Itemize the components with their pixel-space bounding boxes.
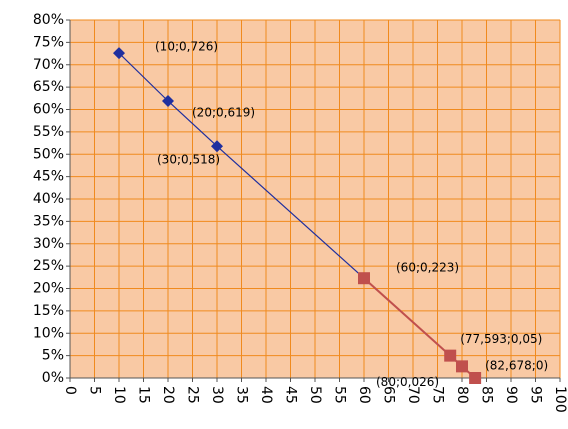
y-tick-label: 5% <box>42 348 64 364</box>
x-tick-label: 95 <box>528 386 544 404</box>
y-tick-label: 80% <box>33 12 64 28</box>
x-tick-label: 5 <box>87 386 103 395</box>
x-tick-label: 15 <box>136 386 152 404</box>
data-label: (60;0,223) <box>396 261 459 275</box>
x-tick-label: 90 <box>503 386 519 404</box>
y-tick-label: 65% <box>33 79 64 95</box>
point <box>162 94 174 107</box>
y-tick-label: 50% <box>33 146 64 162</box>
y-tick-label: 55% <box>33 124 64 140</box>
x-tick-label: 25 <box>185 386 201 404</box>
data-label: (30;0,518) <box>157 153 220 167</box>
x-tick-label: 65 <box>381 386 397 404</box>
data-label: (77,593;0,05) <box>460 332 542 346</box>
y-tick-label: 20% <box>33 281 64 297</box>
x-tick-label: 70 <box>405 386 421 404</box>
x-tick-label: 75 <box>430 386 446 404</box>
x-tick-label: 50 <box>307 386 323 404</box>
point <box>444 349 457 362</box>
y-tick-label: 0% <box>42 370 64 386</box>
x-tick-label: 35 <box>234 386 250 404</box>
data-label: (80;0,026) <box>376 375 439 389</box>
y-tick-label: 30% <box>33 236 64 252</box>
x-tick-label: 10 <box>111 386 127 404</box>
x-tick-label: 0 <box>62 386 78 395</box>
y-tick-label: 60% <box>33 102 64 118</box>
y-tick-label: 15% <box>33 303 64 319</box>
x-tick-label: 100 <box>552 386 568 413</box>
y-tick-label: 10% <box>33 325 64 341</box>
point <box>211 140 223 153</box>
data-label: (82,678;0) <box>485 359 548 373</box>
y-tick-label: 35% <box>33 213 64 229</box>
x-tick-label: 55 <box>332 386 348 404</box>
y-tick-label: 70% <box>33 57 64 73</box>
y-tick-label: 75% <box>33 34 64 50</box>
data-label: (10;0,726) <box>155 40 218 54</box>
y-tick-label: 25% <box>33 258 64 274</box>
x-tick-label: 45 <box>283 386 299 404</box>
x-tick-label: 20 <box>160 386 176 404</box>
x-tick-label: 40 <box>258 386 274 404</box>
y-tick-label: 45% <box>33 169 64 185</box>
x-tick-label: 80 <box>454 386 470 404</box>
series-line <box>118 52 365 279</box>
point <box>469 372 482 384</box>
point <box>456 360 468 373</box>
x-tick-label: 85 <box>479 386 495 404</box>
data-label: (20;0,619) <box>192 105 255 119</box>
x-tick-label: 60 <box>356 386 372 404</box>
y-tick-label: 40% <box>33 191 64 207</box>
x-tick-label: 30 <box>209 386 225 404</box>
point <box>113 47 125 60</box>
point <box>358 272 370 285</box>
